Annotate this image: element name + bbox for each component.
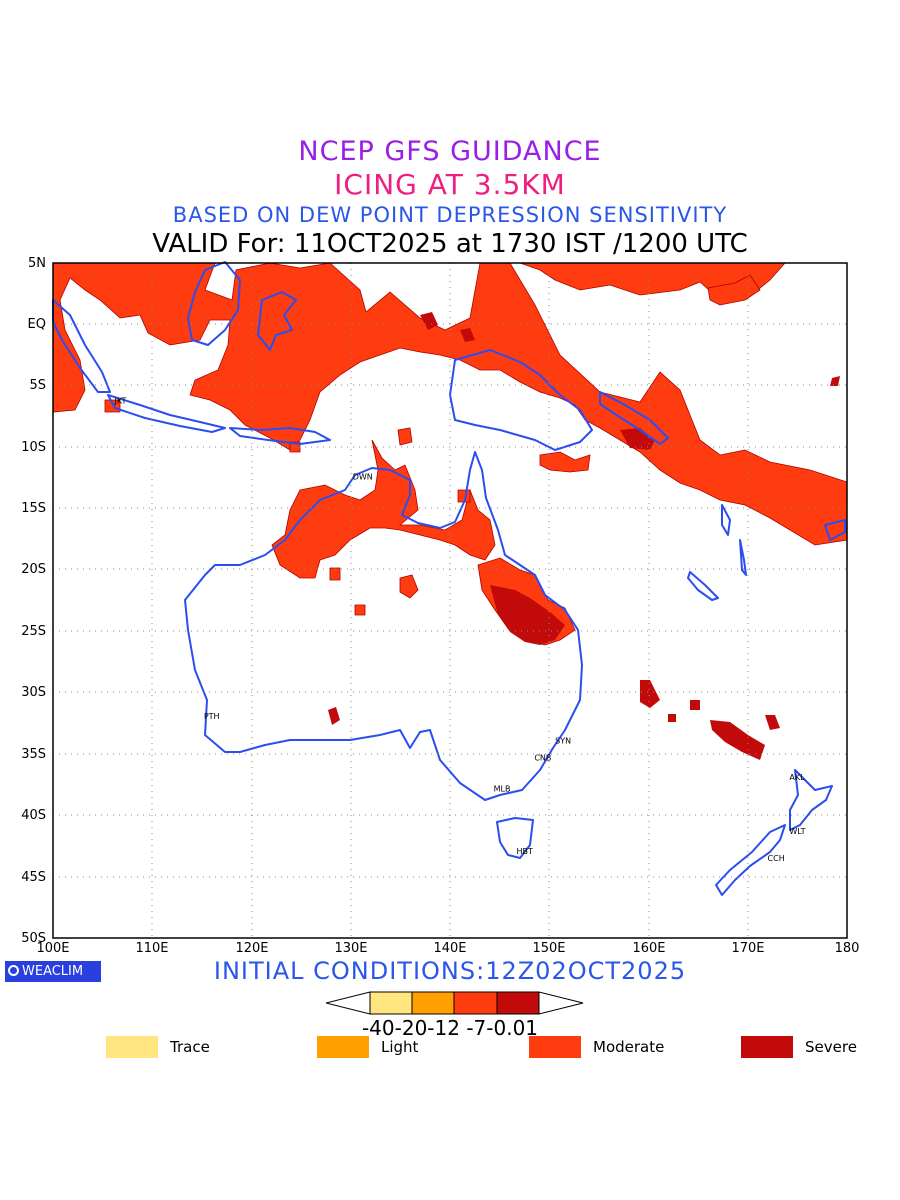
lat-label-10s: 10S <box>21 440 46 455</box>
colorbar <box>326 991 584 1015</box>
lat-label-50s: 50S <box>21 931 46 946</box>
lon-label-150e: 150E <box>532 941 566 956</box>
sulawesi-coast <box>257 291 297 351</box>
lat-label-25s: 25S <box>21 624 46 639</box>
lon-label-120e: 120E <box>235 941 269 956</box>
colorbar-right-arrow <box>538 991 584 1015</box>
city-label-cnb: CNB <box>534 754 551 763</box>
weaclim-logo: WEACLIM <box>5 961 101 982</box>
title-model: NCEP GFS GUIDANCE <box>298 136 602 167</box>
colorbar-moderate <box>453 991 498 1015</box>
legend-label-severe: Severe <box>805 1038 857 1056</box>
initial-conditions-label: INITIAL CONDITIONS:12Z02OCT2025 <box>213 957 687 985</box>
lon-label-160e: 160E <box>632 941 666 956</box>
legend-swatch-moderate <box>529 1036 581 1058</box>
sumatra-coast <box>52 299 111 393</box>
city-label-jkt: JKT <box>113 396 126 405</box>
colorbar-tick-labels: -40-20-12 -7-0.01 <box>361 1016 539 1040</box>
coastlines <box>52 261 846 896</box>
lat-label-35s: 35S <box>21 747 46 762</box>
fiji-coast <box>824 519 846 541</box>
colorbar-trace <box>369 991 413 1015</box>
colorbar-severe <box>496 991 540 1015</box>
new-caledonia-coast <box>687 571 719 601</box>
new-zealand-south-coast <box>715 824 786 896</box>
title-valid-time: VALID For: 11OCT2025 at 1730 IST /1200 U… <box>152 229 748 259</box>
city-label-dwn: DWN <box>353 473 373 482</box>
severe-icing-areas <box>328 312 840 760</box>
lat-label-5s: 5S <box>29 378 46 393</box>
nusa-tenggara-coast <box>229 427 331 445</box>
colorbar-light <box>411 991 455 1015</box>
legend-swatch-trace <box>106 1036 158 1058</box>
australia-coast <box>184 451 583 801</box>
weaclim-logo-text: WEACLIM <box>22 964 84 979</box>
islands-east-coast <box>739 539 747 576</box>
legend-label-light: Light <box>381 1038 419 1056</box>
map-frame <box>52 262 848 939</box>
city-label-syn: SYN <box>555 736 571 745</box>
tasmania-coast <box>496 817 534 859</box>
lat-label-30s: 30S <box>21 685 46 700</box>
vanuatu-coast <box>721 504 731 536</box>
city-label-wlt: WLT <box>789 827 805 836</box>
graticule <box>53 263 847 938</box>
lat-label-40s: 40S <box>21 808 46 823</box>
weaclim-logo-icon <box>8 965 19 976</box>
city-label-akl: AKL <box>789 773 805 782</box>
borneo-coast <box>187 261 241 346</box>
lat-label-eq: EQ <box>27 317 46 332</box>
legend-swatch-severe <box>741 1036 793 1058</box>
city-label-pth: PTH <box>204 712 220 721</box>
lon-label-180: 180 <box>834 941 860 956</box>
city-label-mlb: MLB <box>494 784 511 793</box>
lat-label-5n: 5N <box>28 256 46 271</box>
lon-label-110e: 110E <box>135 941 169 956</box>
map-frame-bg <box>53 263 847 938</box>
new-guinea-coast <box>449 349 593 451</box>
lon-label-140e: 140E <box>433 941 467 956</box>
lon-label-100e: 100E <box>36 941 70 956</box>
lon-label-170e: 170E <box>731 941 765 956</box>
city-label-cch: CCH <box>768 854 785 863</box>
new-zealand-north-coast <box>789 769 833 831</box>
legend-swatch-light <box>317 1036 369 1058</box>
colorbar-left-arrow <box>326 991 371 1015</box>
lon-label-130e: 130E <box>334 941 368 956</box>
legend-label-moderate: Moderate <box>593 1038 665 1056</box>
title-method: BASED ON DEW POINT DEPRESSION SENSITIVIT… <box>172 203 728 227</box>
lat-label-15s: 15S <box>21 501 46 516</box>
lat-label-20s: 20S <box>21 562 46 577</box>
pacific-islands-coast <box>599 391 669 445</box>
legend-label-trace: Trace <box>170 1038 210 1056</box>
title-product: ICING AT 3.5KM <box>334 168 566 201</box>
lat-label-45s: 45S <box>21 870 46 885</box>
java-coast <box>107 394 226 433</box>
city-labels: JKT DWN PTH SYN CNB MLB HBT AKL WLT CCH <box>113 396 805 863</box>
city-label-hbt: HBT <box>516 847 533 856</box>
